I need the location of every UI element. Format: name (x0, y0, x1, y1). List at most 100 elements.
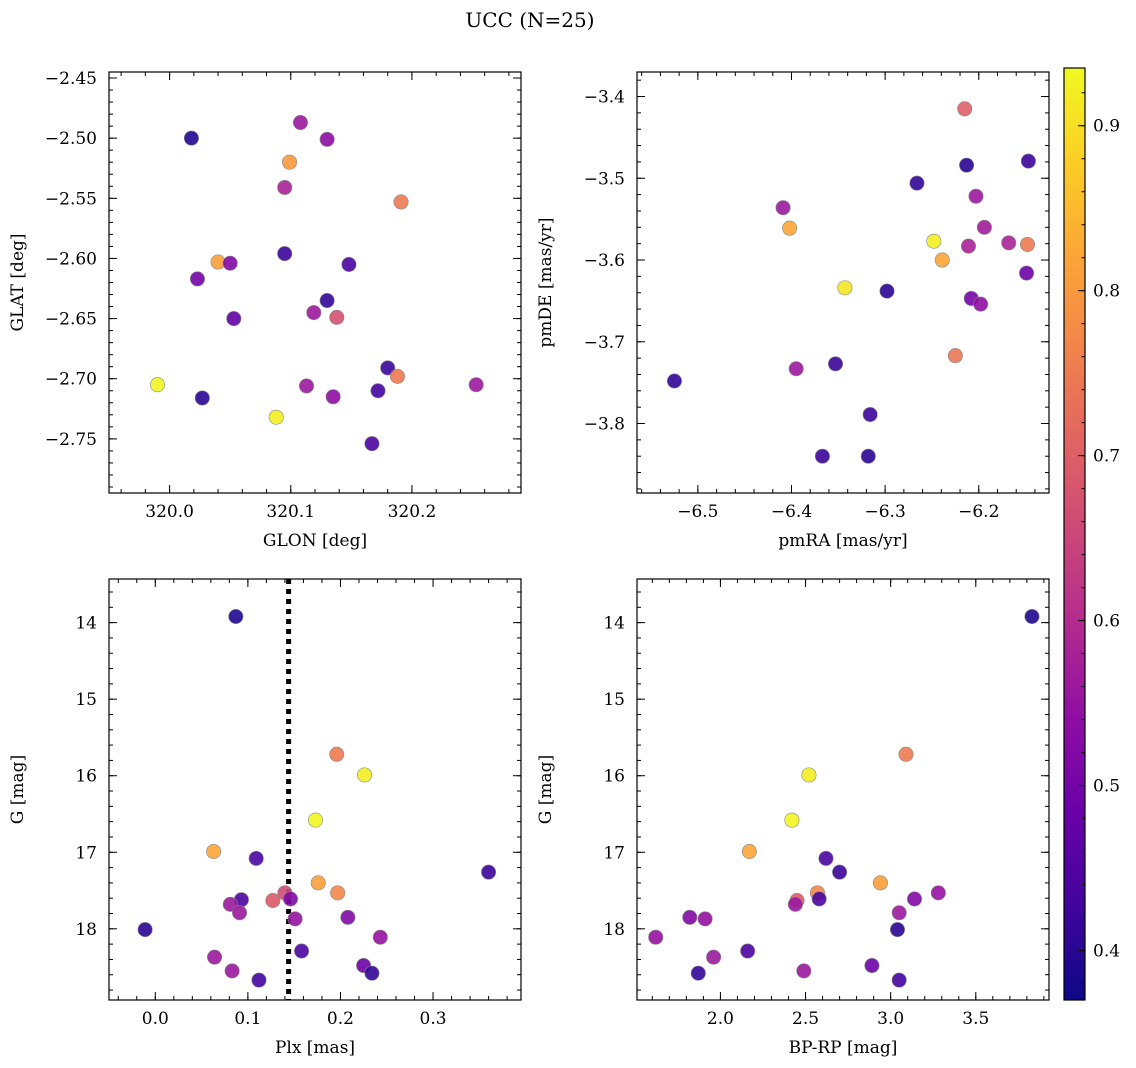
scatter-point (666, 373, 682, 389)
scatter-point (1019, 236, 1035, 252)
scatter-point (891, 905, 907, 921)
x-tick-label: −6.4 (771, 502, 812, 522)
scatter-point (930, 885, 946, 901)
scatter-point (299, 378, 315, 394)
scatter-point (697, 911, 713, 927)
scatter-point (775, 200, 791, 216)
y-tick-label: −2.70 (45, 370, 97, 390)
colorbar-frame (1063, 67, 1086, 1001)
scatter-point (960, 238, 976, 254)
scatter-point (228, 609, 244, 625)
y-tick-label: −3.5 (584, 169, 625, 189)
scatter-point (282, 891, 298, 907)
x-tick-label: −6.5 (677, 502, 718, 522)
scatter-point (389, 368, 405, 384)
scatter-point (372, 929, 388, 945)
scatter-point (251, 972, 267, 988)
scatter-point (648, 929, 664, 945)
x-tick-label: 320.0 (145, 502, 194, 522)
y-tick-label: −2.45 (45, 69, 97, 89)
scatter-point (973, 296, 989, 312)
scatter-points (666, 101, 1036, 464)
scatter-point (307, 812, 323, 828)
scatter-point (814, 448, 830, 464)
scatter-point (294, 943, 310, 959)
colorbar-tick-label: 0.6 (1093, 612, 1120, 632)
scatter-point (194, 390, 210, 406)
scatter-point (277, 179, 293, 195)
scatter-point (226, 311, 242, 327)
colorbar-tick-label: 0.4 (1093, 942, 1120, 962)
scatter-point (860, 448, 876, 464)
scatter-point (976, 219, 992, 235)
scatter-point (330, 885, 346, 901)
y-axis-label: pmDE [mas/yr] (536, 217, 556, 347)
scatter-point (329, 309, 345, 325)
scatter-point (282, 154, 298, 170)
scatter-point (1019, 265, 1035, 281)
y-tick-label: −2.60 (45, 249, 97, 269)
scatter-point (468, 377, 484, 393)
y-tick-label: −2.65 (45, 310, 97, 330)
y-tick-label: 18 (603, 920, 625, 940)
colorbar: 0.4 0.5 0.6 0.7 0.8 0.9 (1063, 67, 1120, 1001)
scatter-point (864, 958, 880, 974)
y-tick-label: 14 (603, 614, 625, 634)
scatter-point (788, 361, 804, 377)
scatter-point (706, 949, 722, 965)
scatter-point (837, 280, 853, 296)
scatter-point (357, 767, 373, 783)
scatter-point (137, 922, 153, 938)
scatter-point (393, 194, 409, 210)
scatter-point (277, 246, 293, 262)
y-tick-label: −3.8 (584, 415, 625, 435)
scatter-point (907, 891, 923, 907)
x-tick-label: 0.3 (420, 1009, 447, 1029)
scatter-point (934, 252, 950, 268)
colorbar-tick-label: 0.7 (1093, 447, 1120, 467)
x-axis-label: BP-RP [mag] (789, 1038, 898, 1058)
scatter-point (796, 963, 812, 979)
plot-frame (108, 578, 522, 1001)
y-tick-label: −3.6 (584, 251, 625, 271)
scatter-points (648, 609, 1040, 988)
scatter-point (1020, 153, 1036, 169)
scatter-point (811, 891, 827, 907)
scatter-point (909, 175, 925, 191)
y-tick-label: 18 (75, 920, 97, 940)
y-tick-label: 16 (75, 767, 97, 787)
y-tick-label: 17 (75, 843, 97, 863)
scatter-point (364, 436, 380, 452)
scatter-point (319, 131, 335, 147)
y-axis-label: G [mag] (8, 755, 28, 824)
scatter-point (268, 409, 284, 425)
scatter-point (957, 101, 973, 117)
scatter-point (872, 875, 888, 891)
scatter-point (801, 767, 817, 783)
scatter-point (380, 360, 396, 376)
y-axis-label: G [mag] (536, 755, 556, 824)
x-tick-label: 3.5 (962, 1009, 989, 1029)
scatter-point (222, 255, 238, 271)
scatter-point (329, 746, 345, 762)
scatter-point (224, 963, 240, 979)
scatter-point (306, 305, 322, 321)
scatter-points (149, 115, 484, 452)
scatter-point (364, 965, 380, 981)
plot-frame (636, 578, 1050, 1001)
y-tick-label: −2.50 (45, 129, 97, 149)
y-tick-label: −3.4 (584, 88, 625, 108)
scatter-point (926, 233, 942, 249)
scatter-point (690, 965, 706, 981)
x-axis-label: GLON [deg] (263, 531, 367, 551)
x-axis-label: Plx [mas] (275, 1038, 355, 1058)
scatter-point (340, 909, 356, 925)
x-tick-label: 2.5 (792, 1009, 819, 1029)
y-tick-label: 16 (603, 767, 625, 787)
x-tick-label: −6.3 (864, 502, 905, 522)
scatter-point (947, 348, 963, 364)
scatter-point (682, 909, 698, 925)
x-tick-label: 0.0 (142, 1009, 169, 1029)
scatter-point (959, 157, 975, 173)
